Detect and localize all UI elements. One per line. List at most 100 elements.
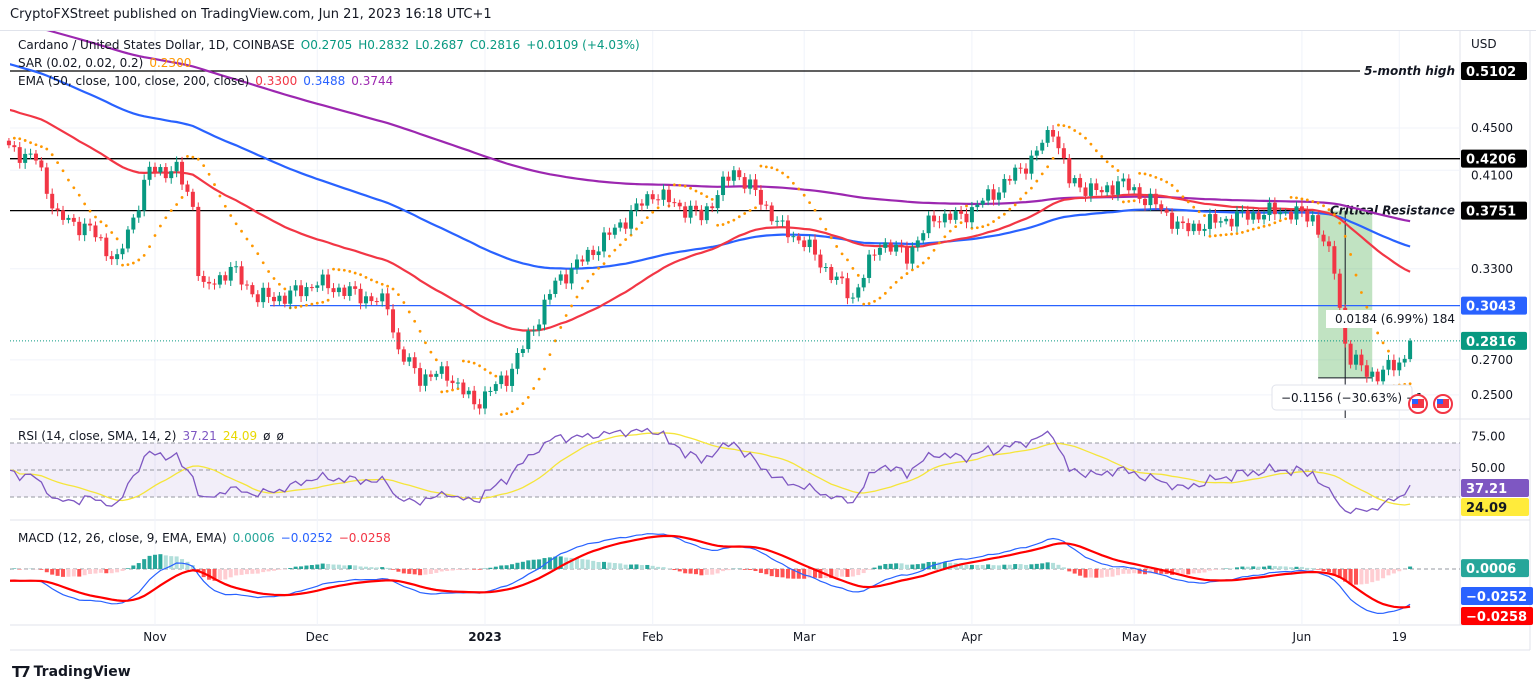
- sar-dot: [819, 217, 822, 221]
- candle-body: [1137, 187, 1142, 199]
- macd-hist-bar: [629, 564, 634, 569]
- candle-body: [704, 206, 709, 221]
- sar-dot: [1057, 123, 1060, 127]
- rsi-tick: 75.00: [1471, 429, 1505, 443]
- candle-body: [169, 171, 174, 179]
- sar-dot: [721, 223, 725, 226]
- macd-hist-bar: [904, 564, 909, 569]
- candle-body: [401, 349, 406, 362]
- sar-dot: [916, 265, 920, 269]
- sar-dot: [678, 183, 682, 187]
- ohlc-change: +0.0109 (+4.03%): [526, 38, 640, 52]
- sar-dot: [1387, 349, 1390, 353]
- sar-dot: [369, 278, 373, 282]
- macd-legend[interactable]: MACD (12, 26, close, 9, EMA, EMA) 0.0006−…: [18, 531, 397, 545]
- sar-dot: [797, 187, 801, 191]
- sar-dot: [153, 234, 157, 237]
- candle-body: [212, 283, 217, 285]
- rsi-extra-1: ø: [263, 429, 271, 443]
- macd-hist-bar: [82, 569, 87, 576]
- sar-dot: [548, 353, 552, 357]
- macd-hist-bar: [683, 569, 688, 574]
- candle-body: [423, 374, 428, 386]
- candle-body: [1381, 369, 1386, 382]
- macd-hist-bar: [358, 566, 363, 569]
- macd-hist-bar: [1272, 566, 1277, 569]
- candle-body: [17, 147, 22, 163]
- candle-body: [764, 204, 769, 206]
- candle-body: [1354, 354, 1359, 365]
- candle-body: [937, 221, 942, 223]
- macd-hist-bar: [775, 569, 780, 578]
- candle-body: [542, 299, 547, 325]
- macd-hist-bar: [261, 569, 266, 573]
- macd-hist-bar: [964, 564, 969, 569]
- macd-hist-bar: [910, 564, 915, 569]
- candle-body: [428, 374, 433, 377]
- sar-legend[interactable]: SAR (0.02, 0.02, 0.2) 0.2300: [18, 56, 197, 70]
- macd-hist-bar: [217, 569, 222, 581]
- candle-body: [1056, 136, 1061, 149]
- sar-dot: [640, 221, 644, 225]
- macd-hist-bar: [845, 569, 850, 577]
- symbol-title[interactable]: Cardano / United States Dollar, 1D, COIN…: [18, 38, 295, 52]
- sar-dot: [921, 261, 925, 265]
- macd-hist-bar: [1045, 562, 1050, 569]
- candle-body: [585, 249, 590, 262]
- sar-dot: [1116, 169, 1120, 172]
- sar-dot: [1181, 195, 1185, 199]
- candle-body: [455, 382, 460, 384]
- candle-body: [418, 368, 423, 386]
- macd-hist-bar: [1359, 569, 1364, 585]
- macd-hist-bar: [293, 566, 298, 569]
- candle-body: [959, 210, 964, 214]
- sar-dot: [169, 209, 173, 213]
- candle-body: [623, 222, 628, 229]
- candle-body: [228, 266, 233, 281]
- sar-dot: [754, 206, 757, 210]
- macd-hist-bar: [840, 569, 845, 577]
- candle-body: [309, 287, 314, 289]
- sar-dot: [575, 295, 579, 299]
- candle-body: [1072, 178, 1077, 184]
- macd-hist-bar: [1245, 566, 1250, 569]
- candle-body: [1148, 193, 1153, 206]
- time-tick-label: 2023: [468, 630, 501, 644]
- macd-hist-bar: [704, 569, 709, 575]
- sar-dot: [846, 258, 849, 262]
- sar-dot: [261, 261, 265, 265]
- macd-hist-bar: [1115, 569, 1120, 576]
- macd-hist-bar: [234, 569, 239, 576]
- level-price-tag: 0.3751: [1466, 205, 1516, 220]
- macd-hist-bar: [450, 569, 455, 571]
- sar-label: SAR (0.02, 0.02, 0.2): [18, 56, 144, 70]
- sar-dot: [445, 389, 449, 393]
- candle-body: [926, 215, 931, 234]
- candle-body: [369, 296, 374, 302]
- candle-body: [1316, 215, 1321, 235]
- macd-hist-bar: [650, 565, 655, 569]
- candle-body: [877, 247, 882, 255]
- ema-legend[interactable]: EMA (50, close, 100, close, 200, close) 0…: [18, 74, 399, 88]
- macd-hist-bar: [531, 559, 536, 569]
- candle-body: [55, 208, 60, 211]
- macd-hist-bar: [115, 569, 120, 573]
- macd-hist-bar: [1386, 569, 1391, 576]
- sar-dot: [104, 224, 108, 228]
- macd-hist-bar: [639, 565, 644, 569]
- sar-dot: [959, 221, 963, 225]
- rsi-legend[interactable]: RSI (14, close, SMA, 14, 2) 37.21 24.09 ø ø: [18, 429, 290, 443]
- candle-body: [569, 268, 574, 284]
- sar-dot: [894, 280, 898, 284]
- macd-hist-bar: [986, 564, 991, 569]
- candle-body: [1370, 371, 1375, 377]
- candle-body: [396, 332, 401, 350]
- macd-hist-bar: [1283, 566, 1288, 569]
- sar-dot: [196, 157, 200, 161]
- candle-body: [131, 217, 136, 230]
- macd-hist-bar: [326, 563, 331, 569]
- sar-dot: [1284, 217, 1288, 221]
- candle-body: [1040, 142, 1045, 151]
- tradingview-logo[interactable]: 𝗧𝟳 TradingView: [12, 663, 131, 681]
